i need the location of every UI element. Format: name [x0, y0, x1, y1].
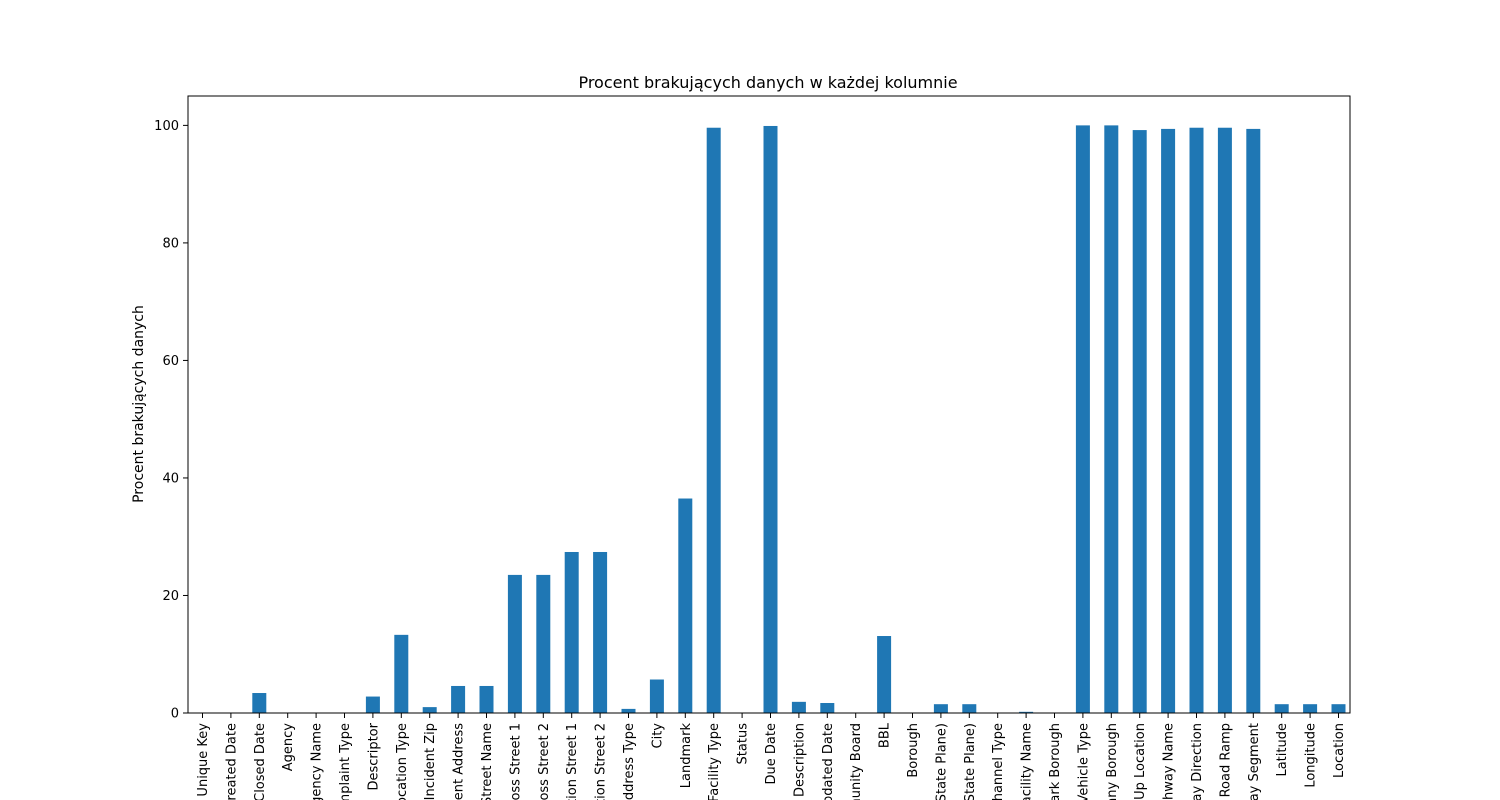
x-tick-label: Taxi Company Borough — [1105, 723, 1120, 800]
bar — [678, 498, 693, 713]
x-tick-label: Incident Address — [452, 723, 467, 800]
bar — [564, 551, 579, 713]
bar — [649, 679, 664, 713]
x-tick-label: Status — [736, 723, 751, 765]
bar — [1303, 704, 1318, 713]
bar — [763, 125, 778, 714]
x-axis-ticks: Unique Key Created Date Closed Date Agency A… — [196, 713, 1347, 800]
y-tick-label: 60 — [162, 354, 179, 369]
x-tick-label: Bridge Highway Name — [1162, 723, 1177, 800]
bar — [422, 707, 437, 713]
x-tick-label: Bridge Highway Segment — [1247, 723, 1262, 800]
bar — [1075, 125, 1090, 713]
bar — [536, 574, 551, 713]
x-tick-label: Agency — [281, 723, 296, 772]
x-tick-label: Created Date — [224, 723, 239, 800]
x-tick-label: Latitude — [1275, 723, 1290, 777]
x-tick-label: Resolution Action Updated Date — [821, 723, 836, 800]
x-tick-label: Descriptor — [366, 722, 381, 790]
bar — [1161, 128, 1176, 713]
x-tick-label: Taxi Pick Up Location — [1133, 723, 1148, 800]
bar — [1274, 704, 1289, 713]
x-tick-label: Facility Type — [707, 723, 722, 800]
bar — [1132, 130, 1147, 713]
x-tick-label: Street Name — [480, 723, 495, 800]
x-tick-label: Closed Date — [253, 723, 268, 800]
bar — [1019, 711, 1034, 713]
bar — [252, 693, 267, 713]
x-tick-label: Location Type — [395, 723, 410, 800]
x-tick-label: Y Coordinate (State Plane) — [963, 723, 978, 800]
x-tick-label: Intersection Street 2 — [594, 723, 609, 800]
plot-frame — [187, 95, 1351, 714]
bar — [933, 704, 948, 713]
x-tick-label: Complaint Type — [338, 723, 353, 800]
bar — [621, 708, 636, 713]
x-tick-label: Location — [1332, 723, 1347, 778]
bar — [479, 685, 494, 713]
bar — [365, 696, 380, 713]
x-tick-label: Address Type — [622, 723, 637, 800]
bar — [1104, 125, 1119, 713]
x-tick-label: Road Ramp — [1218, 723, 1233, 797]
x-tick-label: Park Borough — [1048, 723, 1063, 800]
bars-group — [252, 125, 1346, 714]
x-tick-label: Borough — [906, 723, 921, 778]
bar — [1331, 704, 1346, 713]
bar — [507, 574, 522, 713]
bar — [962, 704, 977, 713]
bar — [820, 703, 835, 713]
y-tick-label: 40 — [162, 471, 179, 486]
x-tick-label: Longitude — [1304, 723, 1319, 788]
x-tick-label: City — [650, 723, 665, 749]
x-tick-label: Cross Street 2 — [537, 723, 552, 800]
x-tick-label: Cross Street 1 — [508, 723, 523, 800]
bar — [451, 685, 466, 713]
x-tick-label: Open Data Channel Type — [991, 723, 1006, 800]
x-tick-label: Unique Key — [196, 723, 211, 797]
x-tick-label: X Coordinate (State Plane) — [934, 723, 949, 800]
x-tick-label: Agency Name — [310, 723, 325, 800]
x-tick-label: Resolution Description — [792, 723, 807, 800]
bar — [1217, 127, 1232, 714]
y-tick-label: 0 — [171, 707, 179, 722]
x-tick-label: Landmark — [679, 723, 694, 789]
bar — [1189, 127, 1204, 714]
y-axis-ticks: 0 20 40 60 80 100 — [154, 119, 188, 722]
bar — [791, 701, 806, 713]
bar — [394, 634, 409, 713]
bar — [706, 127, 721, 714]
bar — [593, 551, 608, 713]
y-tick-label: 20 — [162, 589, 179, 604]
chart-title: Procent brakujących danych w każdej kolu… — [578, 73, 957, 92]
x-tick-label: Incident Zip — [423, 723, 438, 800]
x-tick-label: Intersection Street 1 — [565, 723, 580, 800]
y-tick-label: 80 — [162, 236, 179, 251]
x-tick-label: Bridge Highway Direction — [1190, 723, 1205, 800]
y-axis-label: Procent brakujących danych — [131, 305, 147, 503]
x-tick-label: BBL — [878, 722, 893, 748]
bar — [877, 636, 892, 713]
x-tick-label: Community Board — [849, 723, 864, 800]
y-tick-label: 100 — [154, 119, 179, 134]
x-tick-label: Due Date — [764, 723, 779, 784]
x-tick-label: Vehicle Type — [1076, 723, 1091, 800]
bar — [1246, 128, 1261, 713]
x-tick-label: Park Facility Name — [1020, 723, 1035, 800]
